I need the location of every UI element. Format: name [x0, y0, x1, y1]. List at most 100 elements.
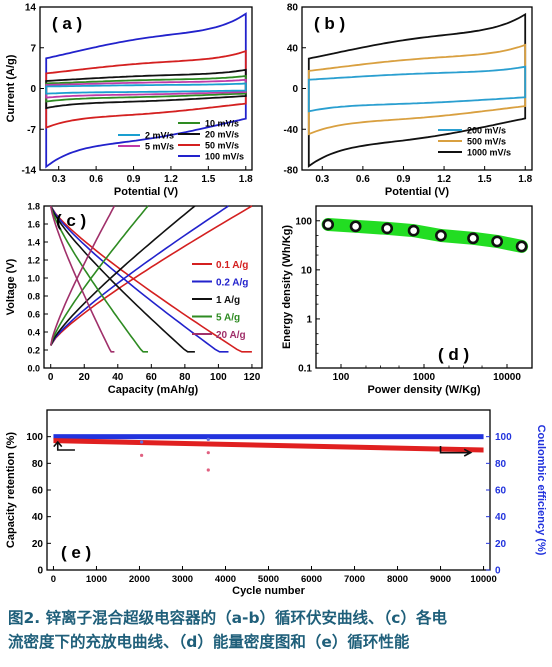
y2-tick-label: 80 — [495, 459, 507, 470]
x-tick-label: 10000 — [470, 574, 496, 585]
caption-line-2: 流密度下的充放电曲线、（d）能量密度图和（e）循环性能 — [8, 633, 410, 651]
panel-label: ( c ) — [56, 211, 86, 230]
x-tick-label: 7000 — [344, 574, 365, 585]
x-axis-label: Potential (V) — [385, 186, 450, 198]
legend-label: 50 mV/s — [205, 141, 239, 151]
y-tick-label: -7 — [27, 125, 36, 136]
panel-label: ( e ) — [61, 543, 91, 562]
x-tick-label: 1.2 — [164, 174, 178, 185]
x-tick-label: 6000 — [301, 574, 322, 585]
y-tick-label: 1.6 — [27, 220, 40, 230]
x-tick-label: 3000 — [172, 574, 193, 585]
y2-tick-label: 60 — [495, 486, 507, 497]
legend-label: 100 mV/s — [205, 152, 244, 162]
y2-axis-label: Coulombic efficiency (%) — [535, 425, 547, 556]
x-tick-label: 1.5 — [478, 174, 492, 185]
y-tick-label: 1.0 — [27, 274, 40, 284]
charge-curve — [49, 205, 149, 346]
y-axis-label: Voltage (V) — [5, 258, 17, 315]
x-tick-label: 1.5 — [201, 174, 215, 185]
legend-label: 500 mV/s — [467, 137, 506, 147]
cv-curve — [45, 12, 247, 169]
y-tick-label: 7 — [30, 43, 36, 54]
x-tick-label: 0.3 — [315, 174, 329, 185]
panel-a: 0.3 0.6 0.9 1.2 1.5 1.8 -14 -7 0 7 14 Potential (V)… — [5, 3, 253, 199]
y-tick-label: 0.8 — [27, 292, 40, 302]
panel-c: 0 20 40 60 80 100 120 0.0 0.2 0.4 0.6 0.8 1.0 1.2 1.4 1… — [5, 202, 263, 396]
efficiency-outlier — [140, 440, 144, 444]
cv-curve — [45, 74, 247, 103]
left-axis-arrow — [56, 442, 75, 451]
caption-line-1: 图2. 锌离子混合超级电容器的（a-b）循环伏安曲线、（c）各电 — [8, 609, 447, 627]
x-tick-label: 1000 — [413, 372, 436, 383]
y-tick-label: 10 — [301, 265, 313, 276]
charge-curve — [49, 205, 196, 346]
x-axis-label: Cycle number — [232, 585, 305, 597]
legend-label: 2 mV/s — [145, 131, 174, 141]
y-tick-label: 100 — [26, 432, 43, 443]
x-tick-label: 1000 — [86, 574, 107, 585]
panel-d: 100 1000 10000 0.1 1 10 100 Power density (W/Kg… — [281, 205, 533, 396]
y-tick-label: 1 — [306, 314, 312, 325]
y-tick-label: 40 — [32, 512, 44, 523]
y-axis-label: Current (A/g) — [5, 54, 17, 122]
x-tick-label: 0.9 — [127, 174, 141, 185]
cv-curve — [45, 78, 247, 99]
retention-outlier — [140, 453, 144, 457]
x-axis-label: Power density (W/Kg) — [367, 384, 480, 396]
data-point — [381, 222, 394, 235]
panel-label: ( d ) — [438, 345, 469, 364]
x-tick-label: 1.8 — [518, 174, 532, 185]
panel-label: ( b ) — [314, 14, 345, 33]
data-point — [407, 224, 420, 237]
right-axis-arrowhead — [463, 448, 473, 457]
discharge-curve — [49, 205, 115, 353]
y-tick-label: 0 — [30, 84, 36, 95]
y-tick-label: 80 — [32, 459, 44, 470]
x-tick-label: 5000 — [258, 574, 279, 585]
x-tick-label: 0.9 — [397, 174, 411, 185]
retention-outlier — [206, 468, 210, 472]
left-axis-arrowhead — [53, 440, 63, 448]
y-tick-label: 1.2 — [27, 256, 40, 266]
y2-tick-label: 0 — [495, 566, 501, 577]
data-point — [515, 240, 528, 253]
x-tick-label: 0 — [51, 574, 56, 585]
cv-curve — [307, 65, 527, 113]
y-axis-label: Energy density (Wh/Kg) — [281, 225, 293, 349]
x-axis-label: Capacity (mAh/g) — [108, 384, 199, 396]
figure-caption: 图2. 锌离子混合超级电容器的（a-b）循环伏安曲线、（c）各电 流密度下的充放… — [8, 606, 548, 654]
y-tick-label: 0.6 — [27, 310, 40, 320]
x-tick-label: 20 — [79, 372, 91, 383]
data-point — [349, 220, 362, 233]
x-tick-label: 0.3 — [52, 174, 66, 185]
x-tick-label: 60 — [146, 372, 158, 383]
discharge-curve — [50, 205, 229, 353]
y-tick-label: 0.2 — [27, 346, 40, 356]
x-tick-label: 0 — [48, 372, 54, 383]
efficiency-series — [53, 434, 484, 440]
charge-curve — [50, 205, 253, 346]
x-tick-label: 80 — [179, 372, 191, 383]
x-tick-label: 0.6 — [356, 174, 370, 185]
cv-curve — [307, 43, 527, 136]
cv-curve — [45, 82, 247, 95]
y-tick-label: 0.4 — [27, 328, 40, 338]
plot-frame — [43, 205, 263, 369]
y-axis-label: Capacity retention (%) — [5, 432, 17, 548]
legend-label: 0.1 A/g — [216, 260, 248, 271]
y-tick-label: 14 — [25, 3, 37, 14]
y-tick-label: 0 — [37, 566, 43, 577]
y-tick-label: 20 — [32, 539, 44, 550]
x-tick-label: 10000 — [493, 372, 521, 383]
discharge-curve — [49, 205, 148, 353]
panel-e: 0 1000 2000 3000 4000 5000 6000 7000 8000 9000 100… — [5, 409, 547, 597]
y-tick-label: 80 — [287, 3, 299, 14]
x-tick-label: 120 — [244, 372, 261, 383]
panel-b: 0.3 0.6 0.9 1.2 1.5 1.8 -80 -40 0 40 80 Potential (… — [284, 3, 533, 198]
data-point — [467, 232, 479, 245]
legend-label: 10 mV/s — [205, 119, 239, 129]
y-tick-label: 40 — [287, 43, 299, 54]
legend-label: 20 mV/s — [205, 130, 239, 140]
legend-label: 1000 mV/s — [467, 148, 511, 158]
